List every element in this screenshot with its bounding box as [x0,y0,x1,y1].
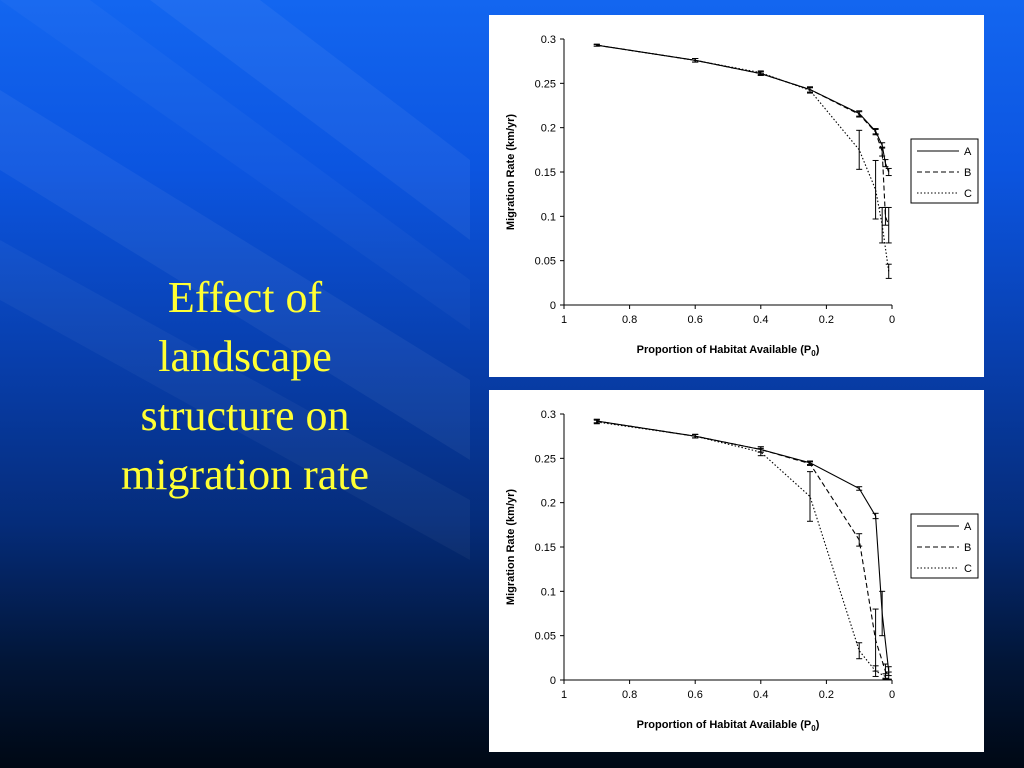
x-tick-label: 0.8 [622,314,637,326]
y-tick-label: 0.1 [541,586,556,598]
slide-title-line: landscape [158,332,332,381]
error-bar [692,58,699,63]
series-line-c [596,421,886,677]
x-tick-label: 1 [561,689,567,701]
y-tick-label: 0 [550,675,556,687]
legend-box [910,513,979,579]
error-bar [856,129,863,170]
y-tick-label: 0.3 [541,409,556,421]
series-line-a [596,420,890,672]
series-c [593,419,889,680]
x-tick-label: 0.4 [753,689,768,701]
slide-title-line: structure on [140,391,350,440]
y-tick-label: 0.1 [541,211,556,223]
error-bar [885,263,892,279]
error-bar [692,433,699,439]
x-tick-label: 1 [561,314,567,326]
x-axis-title-subscript: 0 [811,349,816,358]
legend-label-a: A [964,521,972,533]
error-bar [593,419,600,425]
x-axis-title: Proportion of Habitat Available (P0) [637,344,820,358]
legend: ABC [910,138,979,204]
x-tick-label: 0.6 [688,689,703,701]
legend-label-c: C [964,563,972,575]
y-tick-label: 0 [550,300,556,312]
error-bar [872,128,879,136]
legend: ABC [910,513,979,579]
error-bar [885,167,892,177]
error-bar [807,87,813,94]
legend-label-b: B [964,542,971,554]
y-axis-title: Migration Rate (km/yr) [505,489,517,605]
series-line-b [596,420,890,676]
y-tick-label: 0.2 [541,498,556,510]
legend-box [910,138,979,204]
x-axis-title-text: Proportion of Habitat Available (P [637,719,812,731]
x-axis-title-subscript: 0 [811,724,816,733]
x-axis-title: Proportion of Habitat Available (P0) [637,719,820,733]
error-bar [856,533,863,547]
error-bar [856,486,863,491]
error-bar [879,146,886,157]
error-bar [856,642,863,660]
series-b [593,43,892,244]
y-tick-label: 0.25 [535,453,556,465]
series-line-c [596,44,890,272]
x-tick-label: 0 [889,314,895,326]
y-tick-label: 0.3 [541,34,556,46]
legend-label-a: A [964,146,972,158]
x-axis-title-close: ) [816,719,820,731]
x-tick-label: 0 [889,689,895,701]
y-tick-label: 0.15 [535,542,556,554]
series-line-a [596,44,890,173]
error-bar [757,448,764,457]
series-a [593,43,892,177]
error-bar [872,159,879,220]
chart-bottom: 00.050.10.150.20.250.31 0.8 0.6 0.4 0.2 0Prop… [505,409,979,733]
series-line-b [596,44,890,226]
chart-panel-bottom: 0 0.05 0.1 0.15 0.2 0.25 0.3 1 0.8 0.6 0.4 0.2 0 Prop… [489,390,984,752]
error-bar [807,461,813,466]
x-tick-label: 0.8 [622,689,637,701]
error-bar [882,159,889,168]
error-bar [882,673,889,680]
error-bar [807,471,813,522]
chart-panel-top: 0 0.05 0.1 0.15 0.2 0.25 0.3 1 0.8 0.6 0.4 0.2 0 Prop… [489,15,984,377]
error-bar [882,206,889,226]
y-tick-label: 0.05 [535,256,556,268]
error-bar [872,665,879,677]
error-bar [879,206,886,244]
slide-title-line: Effect of [167,273,323,322]
legend-label-c: C [964,188,972,200]
y-axis-title: Migration Rate (km/yr) [505,114,517,230]
error-bar [757,70,764,75]
error-bar [872,512,879,520]
legend-label-b: B [964,167,971,179]
x-tick-label: 0.2 [819,689,834,701]
error-bar [872,608,879,672]
x-axis-title-text: Proportion of Habitat Available (P [637,344,812,356]
x-axis-title-close: ) [816,344,820,356]
y-tick-label: 0.25 [535,78,556,90]
x-tick-label: 0.2 [819,314,834,326]
chart-top: 00.050.10.150.20.250.31 0.8 0.6 0.4 0.2 0Prop… [505,34,979,358]
error-bar [879,590,886,637]
error-bar [593,43,600,47]
series-c [593,43,892,279]
y-tick-label: 0.2 [541,123,556,135]
y-tick-label: 0.15 [535,167,556,179]
slide-title: Effect of landscape structure on migrati… [80,268,410,504]
y-tick-label: 0.05 [535,631,556,643]
x-tick-label: 0.6 [688,314,703,326]
slide-title-line: migration rate [120,450,369,499]
series-b [593,418,892,680]
error-bar [885,206,892,244]
x-tick-label: 0.4 [753,314,768,326]
error-bar [856,111,863,118]
series-a [593,418,892,677]
